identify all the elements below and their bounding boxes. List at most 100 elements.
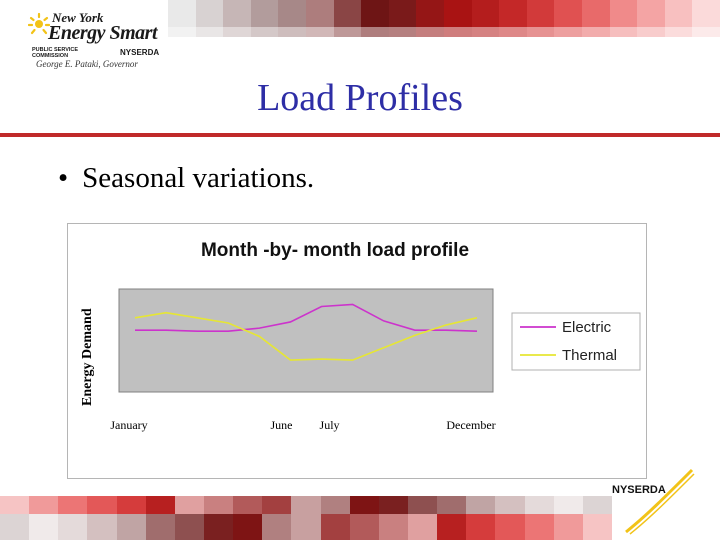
strip-block xyxy=(262,514,292,540)
strip-block xyxy=(471,27,500,37)
strip-block xyxy=(174,496,204,518)
strip-block xyxy=(637,0,665,27)
x-tick-label-december: December xyxy=(446,418,496,432)
strip-block xyxy=(250,27,279,37)
plot-area xyxy=(118,288,494,393)
strip-block xyxy=(305,27,334,37)
strip-block xyxy=(609,27,638,37)
strip-block xyxy=(495,496,525,518)
strip-block xyxy=(116,496,146,518)
strip-block xyxy=(0,514,30,540)
strip-block xyxy=(388,27,417,37)
strip-block xyxy=(361,0,389,27)
strip-block xyxy=(233,514,263,540)
strip-block xyxy=(416,0,444,27)
strip-block xyxy=(29,496,59,518)
strip-block xyxy=(333,0,362,27)
logo-energy-smart: Energy Smart xyxy=(48,22,158,44)
strip-block xyxy=(526,0,555,27)
strip-block xyxy=(333,27,362,37)
strip-block xyxy=(637,27,665,37)
strip-block xyxy=(499,27,527,37)
strip-block xyxy=(145,514,175,540)
x-tick-label-june: June xyxy=(270,418,293,432)
bullet-dot: • xyxy=(58,162,69,194)
strip-block xyxy=(443,27,472,37)
x-tick-label-january: January xyxy=(110,418,148,432)
strip-block xyxy=(416,27,444,37)
legend-box xyxy=(511,312,641,371)
strip-block xyxy=(378,496,408,518)
strip-block xyxy=(437,496,467,518)
strip-block xyxy=(250,0,279,27)
decorative-color-strip-top xyxy=(168,0,720,27)
strip-block xyxy=(278,0,306,27)
title-divider xyxy=(0,133,720,137)
strip-block xyxy=(466,496,496,518)
strip-block xyxy=(168,0,196,27)
strip-block xyxy=(471,0,500,27)
chart-title: Month -by- month load profile xyxy=(201,240,469,261)
strip-block xyxy=(609,0,638,27)
logo-psc-line1: PUBLIC SERVICE xyxy=(32,47,79,53)
strip-block xyxy=(553,496,583,518)
strip-block xyxy=(87,496,117,518)
strip-block xyxy=(443,0,472,27)
strip-block xyxy=(692,27,720,37)
sun-icon xyxy=(28,12,50,35)
strip-block xyxy=(664,27,693,37)
strip-block xyxy=(223,27,251,37)
strip-block xyxy=(233,496,263,518)
decorative-color-strip-top-thin xyxy=(168,27,720,37)
legend-label-thermal: Thermal xyxy=(562,347,617,364)
strip-block xyxy=(388,0,417,27)
strip-block xyxy=(407,496,438,518)
strip-block xyxy=(524,496,554,518)
footer-nyserda-logo: NYSERDA xyxy=(612,484,666,496)
strip-block xyxy=(195,27,224,37)
strip-block xyxy=(466,514,496,540)
logo-psc: PUBLIC SERVICE COMMISSION xyxy=(32,47,78,59)
slide-title: Load Profiles xyxy=(257,77,463,119)
strip-block xyxy=(437,514,467,540)
strip-block xyxy=(58,496,88,518)
nyserda-swoosh-icon xyxy=(625,468,695,535)
strip-block xyxy=(581,0,610,27)
strip-block xyxy=(581,27,610,37)
logo-new-york: New York xyxy=(52,10,104,25)
strip-block xyxy=(361,27,389,37)
strip-block xyxy=(554,27,582,37)
strip-block xyxy=(692,0,720,27)
strip-block xyxy=(87,514,117,540)
decorative-color-strip-bottom xyxy=(0,496,612,518)
strip-block xyxy=(378,514,408,540)
strip-block xyxy=(553,514,583,540)
strip-block xyxy=(223,0,251,27)
bullet-text: Seasonal variations. xyxy=(82,162,315,194)
strip-block xyxy=(499,0,527,27)
strip-block xyxy=(526,27,555,37)
strip-block xyxy=(305,0,334,27)
strip-block xyxy=(262,496,292,518)
decorative-color-strip-bottom-2 xyxy=(0,514,612,540)
strip-block xyxy=(320,496,350,518)
x-tick-label-july: July xyxy=(319,418,340,432)
bullet-item: • Seasonal variations. xyxy=(58,162,314,195)
strip-block xyxy=(58,514,88,540)
strip-block xyxy=(145,496,175,518)
strip-block xyxy=(0,496,30,518)
new-york-energy-smart-logo: New York Energy Smart PUBLIC SERVICE COMM… xyxy=(28,10,168,69)
strip-block xyxy=(495,514,525,540)
strip-block xyxy=(320,514,350,540)
strip-block xyxy=(195,0,224,27)
strip-block xyxy=(664,0,693,27)
logo-governor: George E. Pataki, Governor xyxy=(36,59,138,69)
strip-block xyxy=(582,514,612,540)
y-axis-label: Energy Demand xyxy=(80,308,95,406)
strip-block xyxy=(168,27,196,37)
strip-block xyxy=(203,514,234,540)
logo-nyserda: NYSERDA xyxy=(120,48,160,57)
strip-block xyxy=(524,514,554,540)
strip-block xyxy=(203,496,234,518)
